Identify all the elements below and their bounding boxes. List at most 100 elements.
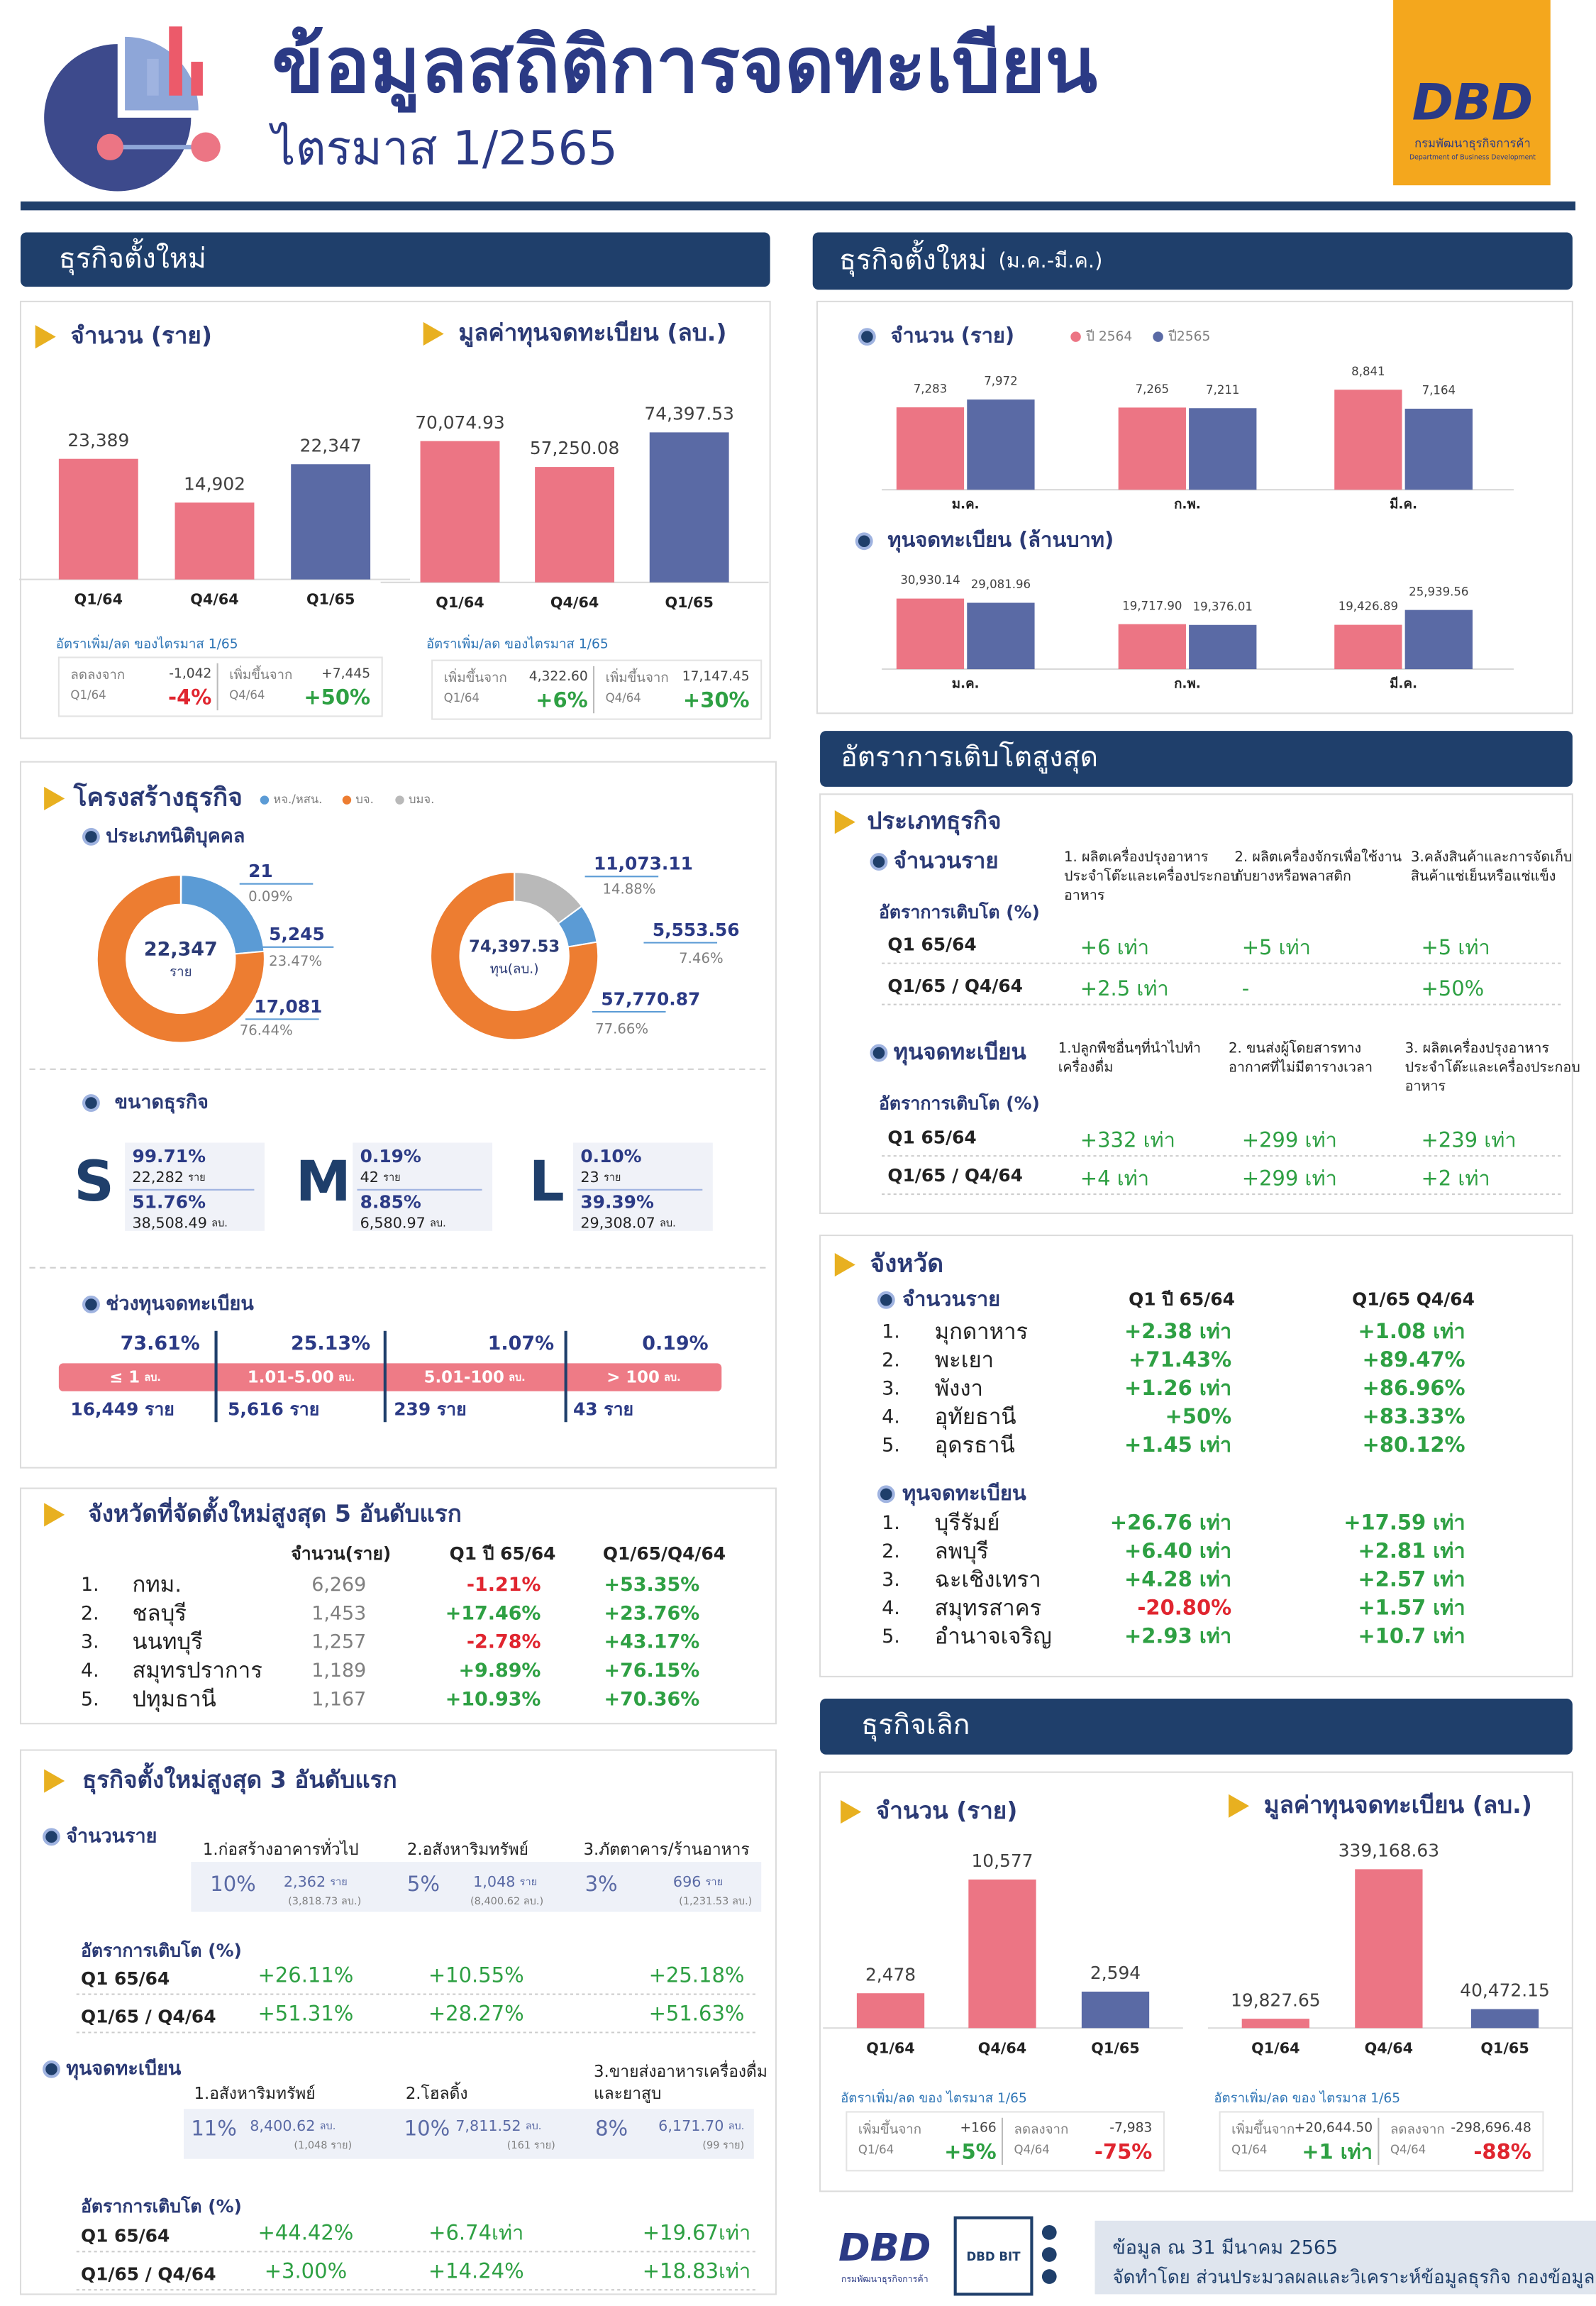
column-header: 1. ผลิตเครื่องปรุงอาหาร — [1064, 847, 1208, 866]
growth-value: +25.18% — [649, 1963, 745, 1987]
unit: ราย — [520, 1877, 537, 1888]
x-tick-label: ก.พ. — [1174, 676, 1201, 691]
growth-value: +6 เท่า — [1080, 935, 1149, 959]
title-marker — [834, 1252, 855, 1277]
change-period: Q4/64 — [606, 691, 641, 705]
bar — [1334, 624, 1402, 670]
data-label: 23,389 — [67, 430, 129, 451]
province-name: สมุทรสาคร — [935, 1595, 1042, 1621]
header-rule — [21, 201, 1575, 211]
data-label: 57,770.87 — [601, 988, 700, 1009]
column-header: Q1 ปี 65/64 — [1129, 1289, 1235, 1309]
column-header: 2. ขนส่งผู้โดยสารทาง — [1229, 1039, 1361, 1057]
type-share: 3% — [585, 1872, 618, 1896]
data-label: 40,472.15 — [1460, 1980, 1550, 2001]
province-count: 6,269 — [311, 1574, 366, 1596]
province-qoq: +23.76% — [604, 1602, 700, 1624]
data-label: 19,376.01 — [1193, 600, 1253, 613]
x-tick-label: Q4/64 — [190, 591, 238, 608]
province-count: 1,453 — [311, 1602, 366, 1624]
bit-label: DBD BIT — [967, 2250, 1021, 2263]
column-header: 2.โฮลดิ้ง — [406, 2082, 468, 2103]
unit: ราย — [330, 1877, 347, 1888]
chart-title: จำนวน (ราย) — [876, 1797, 1018, 1824]
change-box — [1219, 2111, 1544, 2172]
footer-by: จัดทำโดย ส่วนประมวลผลและวิเคราะห์ข้อมูลธ… — [1112, 2266, 1596, 2288]
title-marker — [44, 786, 65, 811]
province-value: +71.43% — [1129, 1347, 1231, 1372]
province-name: ชลบุรี — [132, 1601, 187, 1627]
column-header: 3.ขายส่งอาหารเครื่องดื่ม — [594, 2060, 767, 2081]
province-value: +86.96% — [1363, 1376, 1465, 1400]
column-header: ประจำโต๊ะและเครื่องประกอบ — [1405, 1057, 1580, 1075]
x-tick-label: Q4/64 — [550, 594, 599, 611]
row-period: Q1/65 / Q4/64 — [887, 1165, 1023, 1186]
data-label: 7,164 — [1422, 384, 1456, 397]
data-label: 70,074.93 — [415, 412, 505, 433]
column-header: และยาสูบ — [594, 2085, 661, 2103]
range-count: 16,449 ราย — [70, 1399, 174, 1420]
size-box — [573, 1142, 713, 1231]
group-title: จำนวนราย — [902, 1286, 1000, 1311]
bar — [1334, 390, 1402, 490]
data-label: 14,902 — [184, 473, 245, 494]
footer-logo: DBD — [838, 2225, 931, 2270]
section-title: ประเภทธุรกิจ — [867, 807, 1001, 836]
change-percent: +50% — [304, 685, 370, 710]
column-header: 2.อสังหาริมทรัพย์ — [407, 1840, 528, 1859]
column-header: ประจำโต๊ะและเครื่องประกอบ — [1064, 866, 1239, 884]
group-title: ทุนจดทะเบียน — [66, 2058, 182, 2080]
change-period: Q1/64 — [70, 688, 106, 702]
province-qoq: +43.17% — [604, 1631, 700, 1653]
group-title: ช่วงทุนจดทะเบียน — [106, 1293, 254, 1315]
bullet — [43, 1828, 60, 1846]
legend-swatch — [342, 795, 352, 805]
growth-value: +19.67เท่า — [643, 2220, 751, 2244]
row-period: Q1/65 / Q4/64 — [81, 2007, 216, 2027]
title-marker — [44, 1769, 65, 1793]
bar — [420, 441, 500, 583]
type-sub: (8,400.62 ลบ.) — [470, 1896, 543, 1907]
province-yoy: -2.78% — [467, 1631, 541, 1653]
column-header: 2. ผลิตเครื่องจักรเพื่อใช้งาน — [1234, 847, 1402, 865]
bullet — [877, 1485, 895, 1504]
donut-unit: ทุน(ลบ.) — [490, 961, 539, 977]
rank: 4. — [81, 1660, 99, 1682]
rank: 2. — [81, 1602, 99, 1624]
size-share: 51.76% — [132, 1191, 206, 1212]
panels — [19, 300, 1573, 2295]
growth-value: +3.00% — [265, 2258, 347, 2283]
type-main: 7,811.52 ลบ. — [455, 2117, 541, 2134]
panel-heading: ธุรกิจตั้งใหม่ — [59, 238, 206, 275]
type-sub: (1,048 ราย) — [294, 2140, 352, 2151]
header-icon — [44, 26, 221, 192]
growth-value: +5 เท่า — [1242, 935, 1311, 959]
province-name: พังงา — [935, 1376, 983, 1401]
column-header: กับยางหรือพลาสติก — [1234, 868, 1351, 884]
province-name: สมุทรปราการ — [132, 1658, 262, 1684]
social-icons — [1041, 2225, 1057, 2284]
growth-value: +18.83เท่า — [643, 2258, 751, 2283]
province-value: +17.59 เท่า — [1343, 1510, 1465, 1534]
type-share: 10% — [210, 1872, 255, 1896]
type-box — [183, 2109, 754, 2159]
data-label: 19,827.65 — [1231, 1990, 1321, 2010]
unit: ลบ. — [338, 1372, 355, 1384]
column-header: สินค้าแช่เย็นหรือแช่แข็ง — [1411, 867, 1556, 884]
title: ข้อมูลสถิติการจดทะเบียน — [272, 21, 1097, 113]
data-label: 2,594 — [1090, 1963, 1141, 1983]
legend-swatch — [395, 795, 404, 805]
row-period: Q1/65 / Q4/64 — [81, 2263, 216, 2284]
data-label: 7,283 — [914, 382, 947, 396]
growth-value: +51.63% — [649, 2002, 745, 2026]
change-period: Q1/64 — [444, 691, 480, 705]
range-share: 73.61% — [121, 1333, 200, 1355]
section-title: จังหวัดที่จัดตั้งใหม่สูงสุด 5 อันดับแรก — [88, 1496, 461, 1528]
group-title: จำนวนราย — [66, 1825, 157, 1847]
data-label: 21 — [248, 861, 273, 881]
rank: 1. — [81, 1574, 99, 1596]
province-value: +6.40 เท่า — [1124, 1538, 1231, 1562]
change-box — [846, 2111, 1165, 2172]
chart-title: มูลค่าทุนจดทะเบียน (ลบ.) — [458, 319, 726, 348]
bullet — [877, 1291, 895, 1309]
